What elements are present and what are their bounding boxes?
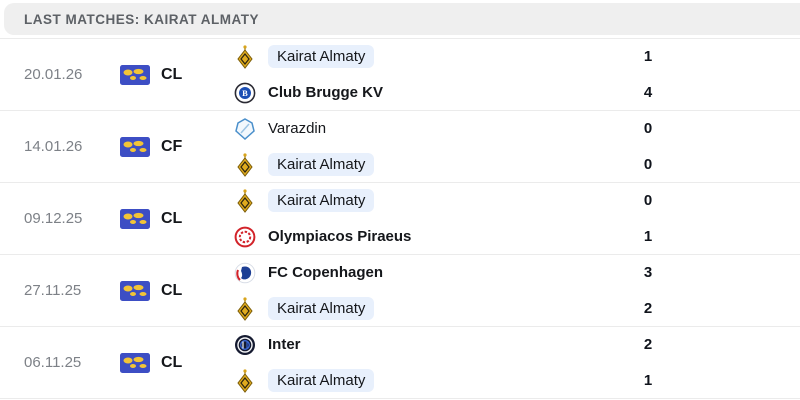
team-name: Kairat Almaty [268, 369, 375, 392]
kairat-almaty-logo [232, 296, 258, 321]
olympiacos-logo [232, 226, 258, 248]
team-score: 2 [643, 300, 653, 317]
world-map-flag-icon [120, 352, 150, 373]
team-name: Kairat Almaty [268, 45, 375, 68]
varazdin-logo [232, 117, 258, 140]
teams-cell: Varazdin 0 Kairat Almaty 0 [232, 111, 800, 183]
team-score: 0 [643, 156, 653, 173]
competition-cell: CL [120, 64, 232, 85]
competition-cell: CL [120, 208, 232, 229]
team-score: 1 [643, 372, 653, 389]
competition-code: CF [161, 137, 183, 155]
kairat-almaty-logo [232, 44, 258, 69]
competition-cell: CF [120, 136, 232, 157]
team-score: 4 [643, 84, 653, 101]
match-list: 20.01.26 CL Kairat Almaty 1 B [0, 38, 800, 399]
match-date: 14.01.26 [24, 138, 83, 155]
match-date: 27.11.25 [24, 282, 82, 299]
match-row[interactable]: 06.11.25 CL Inter 2 [0, 327, 800, 399]
match-row[interactable]: 14.01.26 CF Varazdin 0 [0, 111, 800, 183]
team-line-home: Kairat Almaty 1 [232, 39, 800, 75]
kairat-almaty-logo [232, 188, 258, 213]
world-map-flag-icon [120, 64, 150, 85]
team-name: Club Brugge KV [268, 84, 383, 101]
teams-cell: Kairat Almaty 0 Olympiacos Piraeus 1 [232, 183, 800, 255]
team-name: FC Copenhagen [268, 264, 383, 281]
fc-copenhagen-logo [232, 262, 258, 284]
team-name: Olympiacos Piraeus [268, 228, 412, 245]
team-name: Varazdin [268, 120, 327, 137]
world-map-flag-icon [120, 280, 150, 301]
match-row[interactable]: 20.01.26 CL Kairat Almaty 1 B [0, 39, 800, 111]
team-name: Kairat Almaty [268, 189, 375, 212]
match-row[interactable]: 27.11.25 CL FC Copenhagen 3 [0, 255, 800, 327]
widget-header: LAST MATCHES: KAIRAT ALMATY [4, 3, 800, 35]
team-name: Inter [268, 336, 301, 353]
team-score: 3 [643, 264, 653, 281]
competition-cell: CL [120, 280, 232, 301]
competition-code: CL [161, 65, 183, 83]
team-name: Kairat Almaty [268, 297, 375, 320]
svg-text:B: B [242, 88, 248, 98]
match-date: 20.01.26 [24, 66, 83, 83]
match-row[interactable]: 09.12.25 CL Kairat Almaty 0 [0, 183, 800, 255]
club-brugge-logo: B [232, 82, 258, 104]
widget-title: LAST MATCHES: KAIRAT ALMATY [24, 11, 259, 27]
team-line-away: Kairat Almaty 1 [232, 363, 800, 399]
world-map-flag-icon [120, 208, 150, 229]
team-line-home: Inter 2 [232, 327, 800, 363]
team-line-home: Kairat Almaty 0 [232, 183, 800, 219]
kairat-almaty-logo [232, 152, 258, 177]
team-score: 2 [643, 336, 653, 353]
team-line-home: FC Copenhagen 3 [232, 255, 800, 291]
team-name: Kairat Almaty [268, 153, 375, 176]
team-score: 0 [643, 192, 653, 209]
teams-cell: Inter 2 Kairat Almaty 1 [232, 327, 800, 399]
team-line-home: Varazdin 0 [232, 111, 800, 147]
match-date: 06.11.25 [24, 354, 82, 371]
competition-code: CL [161, 281, 183, 299]
team-line-away: Olympiacos Piraeus 1 [232, 219, 800, 255]
competition-code: CL [161, 353, 183, 371]
team-line-away: Kairat Almaty 0 [232, 147, 800, 183]
team-line-away: Kairat Almaty 2 [232, 291, 800, 327]
kairat-almaty-logo [232, 368, 258, 393]
team-line-away: B Club Brugge KV 4 [232, 75, 800, 111]
competition-cell: CL [120, 352, 232, 373]
competition-code: CL [161, 209, 183, 227]
teams-cell: FC Copenhagen 3 Kairat Almaty 2 [232, 255, 800, 327]
team-score: 1 [643, 228, 653, 245]
inter-logo [232, 334, 258, 356]
world-map-flag-icon [120, 136, 150, 157]
team-score: 1 [643, 48, 653, 65]
team-score: 0 [643, 120, 653, 137]
match-date: 09.12.25 [24, 210, 83, 227]
teams-cell: Kairat Almaty 1 B Club Brugge KV 4 [232, 39, 800, 111]
